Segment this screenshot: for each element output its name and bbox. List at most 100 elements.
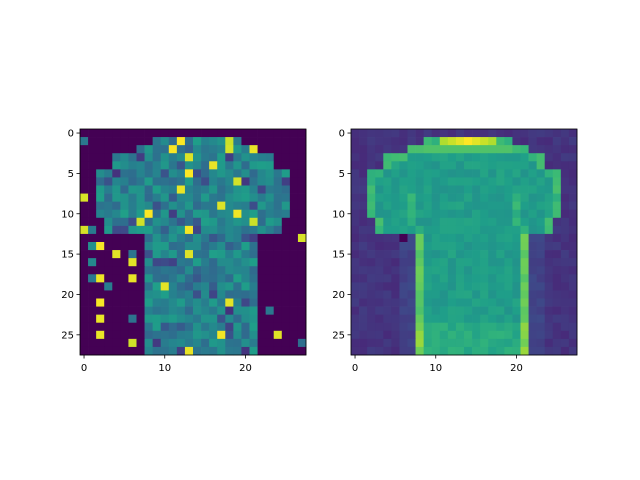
heatmap-cell [375, 209, 384, 219]
heatmap-cell [104, 161, 113, 170]
heatmap-cell [257, 185, 266, 194]
heatmap-cell [297, 330, 307, 340]
heatmap-cell [184, 137, 194, 146]
heatmap-cell [520, 209, 529, 219]
heatmap-cell [176, 314, 186, 324]
heatmap-cell [431, 169, 441, 178]
heatmap-cell [480, 258, 489, 267]
heatmap-cell [351, 266, 360, 275]
heatmap-cell [136, 169, 145, 178]
heatmap-cell [96, 169, 105, 178]
heatmap-cell [423, 306, 433, 315]
heatmap-cell [209, 169, 218, 178]
heatmap-cell [96, 250, 105, 259]
heatmap-cell [351, 153, 360, 162]
heatmap-cell [257, 242, 266, 251]
heatmap-cell [273, 201, 283, 211]
heatmap-cell [375, 201, 384, 211]
heatmap-cell [375, 137, 384, 146]
heatmap-cell [399, 322, 408, 332]
heatmap-cell [472, 330, 481, 340]
heatmap-cell [241, 129, 250, 138]
heatmap-cell [367, 282, 376, 291]
heatmap-cell [383, 314, 392, 324]
heatmap-cell [217, 169, 226, 178]
heatmap-cell [265, 161, 275, 170]
heatmap-cell [104, 145, 113, 154]
heatmap-cell [407, 322, 416, 332]
heatmap-cell [249, 338, 258, 348]
heatmap-cell [383, 129, 392, 138]
heatmap-cell [176, 346, 186, 356]
heatmap-cell [193, 346, 202, 356]
y-tick-label: 15 [332, 250, 345, 261]
heatmap-cell [265, 193, 275, 202]
heatmap-cell [391, 169, 400, 178]
heatmap-cell [120, 274, 129, 283]
heatmap-cell [431, 242, 441, 251]
heatmap-cell [225, 314, 234, 324]
heatmap-cell [528, 242, 537, 251]
x-tick-label: 20 [510, 363, 523, 374]
heatmap-cell [176, 330, 186, 340]
heatmap-cell [136, 298, 145, 307]
heatmap-cell [407, 306, 416, 315]
heatmap-cell [176, 322, 186, 332]
heatmap-cell [455, 274, 465, 283]
heatmap-cell [375, 177, 384, 186]
heatmap-cell [544, 193, 554, 202]
heatmap-cell [383, 242, 392, 251]
heatmap-cell [289, 209, 299, 219]
heatmap-cell [201, 169, 210, 178]
heatmap-cell [488, 169, 497, 178]
heatmap-cell [265, 282, 275, 291]
heatmap-cell [464, 137, 473, 146]
heatmap-cell [225, 209, 234, 219]
heatmap-cell [488, 225, 497, 235]
heatmap-cell [488, 322, 497, 332]
heatmap-cell [112, 169, 121, 178]
heatmap-cell [351, 177, 360, 186]
heatmap-cell [552, 177, 562, 186]
heatmap-cell [544, 346, 554, 356]
heatmap-cell [496, 137, 505, 146]
heatmap-cell [257, 145, 266, 154]
heatmap-cell [472, 161, 481, 170]
heatmap-cell [217, 322, 226, 332]
heatmap-cell [273, 137, 283, 146]
heatmap-cell [225, 290, 234, 299]
heatmap-cell [520, 306, 529, 315]
heatmap-cell [297, 129, 307, 138]
heatmap-cell [96, 145, 105, 154]
heatmap-cell [399, 137, 408, 146]
heatmap-cell [544, 129, 554, 138]
heatmap-cell [241, 306, 250, 315]
heatmap-cell [168, 330, 178, 340]
heatmap-cell [168, 193, 178, 202]
heatmap-cell [464, 322, 473, 332]
heatmap-cell [233, 242, 242, 251]
heatmap-cell [447, 153, 457, 162]
heatmap-cell [520, 338, 529, 348]
heatmap-cell [423, 242, 433, 251]
heatmap-cell [225, 217, 234, 227]
heatmap-cell [112, 274, 121, 283]
heatmap-cell [265, 129, 275, 138]
heatmap-cell [176, 290, 186, 299]
heatmap-cell [289, 330, 299, 340]
heatmap-cell [112, 177, 121, 186]
heatmap-cell [289, 314, 299, 324]
heatmap-cell [560, 209, 570, 219]
heatmap-cell [552, 225, 562, 235]
heatmap-cell [152, 266, 162, 275]
heatmap-cell [359, 233, 368, 243]
heatmap-cell [552, 274, 562, 283]
heatmap-cell [528, 258, 537, 267]
heatmap-cell [560, 217, 570, 227]
heatmap-cell [144, 153, 153, 162]
heatmap-cell [504, 137, 513, 146]
heatmap-cell [217, 338, 226, 348]
heatmap-cell [455, 177, 465, 186]
heatmap-cell [281, 330, 291, 340]
heatmap-cell [488, 145, 497, 154]
